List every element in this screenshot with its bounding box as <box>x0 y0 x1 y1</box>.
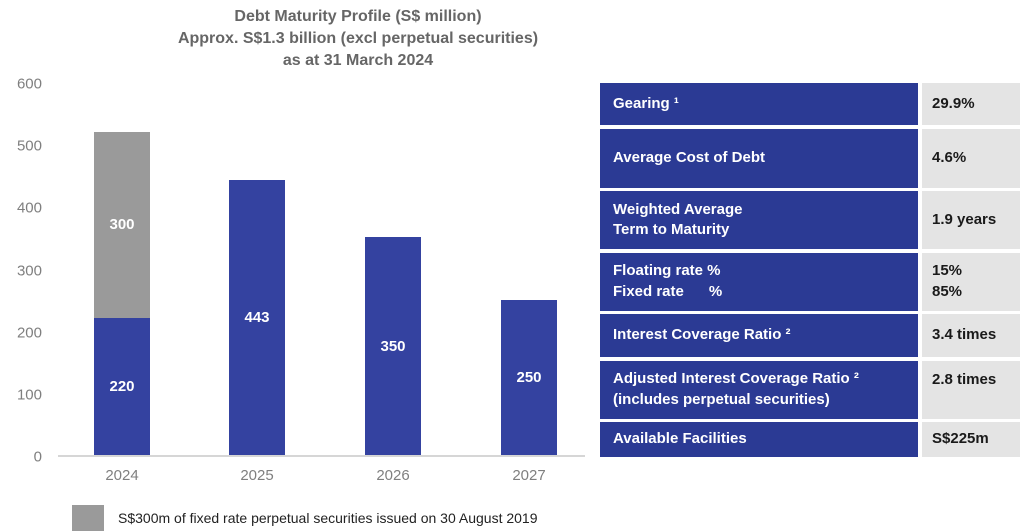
legend: S$300m of fixed rate perpetual securitie… <box>72 505 538 531</box>
metric-value: 4.6% <box>922 128 1020 188</box>
metric-value: 15% 85% <box>922 252 1020 311</box>
x-axis-label-2027: 2027 <box>512 467 546 484</box>
metric-label: Adjusted Interest Coverage Ratio ² (incl… <box>600 360 918 419</box>
x-axis-label-2025: 2025 <box>240 467 274 484</box>
chart-title-line-1: Debt Maturity Profile (S$ million) <box>234 8 482 25</box>
y-axis-tick-400: 400 <box>16 199 42 217</box>
metric-value: S$225m <box>922 422 1020 457</box>
bar-segment-2026-debt-maturing: 350 <box>365 237 421 455</box>
table-row: Adjusted Interest Coverage Ratio ² (incl… <box>600 360 1020 419</box>
y-axis-tick-600: 600 <box>16 75 42 93</box>
y-axis-tick-0: 0 <box>33 448 42 466</box>
metric-label: Floating rate % Fixed rate % <box>600 252 918 311</box>
x-axis-label-2024: 2024 <box>105 467 139 484</box>
bar-segment-2025-debt-maturing: 443 <box>229 179 285 455</box>
legend-text: S$300m of fixed rate perpetual securitie… <box>118 510 538 526</box>
metric-value: 3.4 times <box>922 314 1020 357</box>
perpetual-securities-swatch-icon <box>72 505 104 531</box>
bar-segment-2024-debt-maturing: 220 <box>94 318 150 455</box>
debt-maturity-bar-chart: 0 100 200 300 400 500 600 220 300 2024 443 2025 350 2… <box>0 76 585 484</box>
bar-segment-2024-perpetual-securities: 300 <box>94 131 150 319</box>
y-axis-tick-500: 500 <box>16 137 42 155</box>
chart-title-line-2: Approx. S$1.3 billion (excl perpetual se… <box>177 30 539 47</box>
table-row: Average Cost of Debt 4.6% <box>600 128 1020 188</box>
table-row: Weighted Average Term to Maturity 1.9 ye… <box>600 191 1020 249</box>
table-row: Floating rate % Fixed rate % 15% 85% <box>600 252 1020 311</box>
x-axis-line <box>58 455 585 457</box>
y-axis-tick-100: 100 <box>16 386 42 404</box>
chart-title: Debt Maturity Profile (S$ million) Appro… <box>60 6 656 72</box>
metric-label: Interest Coverage Ratio ² <box>600 314 918 357</box>
x-axis-label-2026: 2026 <box>376 467 410 484</box>
table-row: Gearing ¹ 29.9% <box>600 83 1020 125</box>
bar-segment-2027-debt-maturing: 250 <box>501 299 557 455</box>
y-axis-tick-300: 300 <box>16 262 42 279</box>
metric-label: Gearing ¹ <box>600 83 918 125</box>
metrics-table: Gearing ¹ 29.9% Average Cost of Debt 4.6… <box>600 83 1020 457</box>
table-row: Available Facilities S$225m <box>600 422 1020 457</box>
table-row: Interest Coverage Ratio ² 3.4 times <box>600 314 1020 357</box>
y-axis-tick-200: 200 <box>16 324 42 342</box>
metric-value: 29.9% <box>922 83 1020 125</box>
metric-value: 1.9 years <box>922 191 1020 249</box>
metric-label: Available Facilities <box>600 422 918 457</box>
metric-value: 2.8 times <box>922 360 1020 419</box>
metric-label: Average Cost of Debt <box>600 128 918 188</box>
chart-title-line-3: as at 31 March 2024 <box>282 52 434 69</box>
metric-label: Weighted Average Term to Maturity <box>600 191 918 249</box>
